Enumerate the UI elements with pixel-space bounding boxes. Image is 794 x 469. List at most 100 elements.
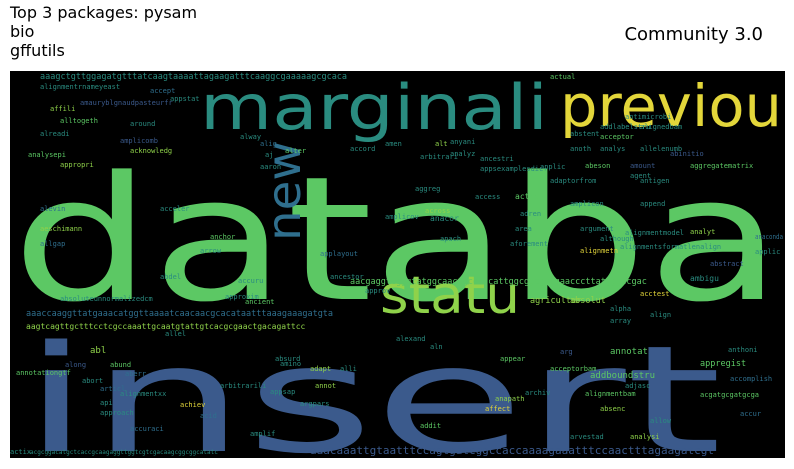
- word-small: archiv: [525, 389, 550, 397]
- word-small: abdel: [160, 273, 181, 281]
- word-small: achiev: [180, 401, 205, 409]
- word-small: analysi: [630, 433, 660, 441]
- word-small: apach: [440, 235, 461, 243]
- word-small: alignmetn: [580, 247, 618, 255]
- word-small: area: [515, 225, 532, 233]
- word-small: alignmentbam: [585, 390, 636, 398]
- word-small: analys: [600, 145, 625, 153]
- word-small: aaaccaaggttatgaaacatggttaaaatcaacaacgcac…: [26, 309, 333, 319]
- word-small: appsap: [270, 388, 295, 396]
- word-small: abinitio: [670, 150, 704, 158]
- word-small: annotat: [610, 347, 648, 357]
- word-small: amauryblgnaudpasteurfr: [80, 99, 173, 107]
- word-small: actix: [10, 448, 31, 456]
- word-small: alt: [435, 140, 448, 148]
- word-small: abeson: [585, 162, 610, 170]
- word-small: anacor: [430, 214, 459, 223]
- word-small: aagtcagttgctttcctcgccaaattgcaatgtattgtca…: [26, 322, 306, 331]
- word-small: affili: [50, 105, 75, 113]
- word-small: allelenumb: [640, 145, 682, 153]
- word-small: adaptorfrom: [550, 177, 596, 185]
- word-small: abund: [110, 361, 131, 369]
- word-small: array: [610, 317, 631, 325]
- word-small: adjasc: [625, 382, 650, 390]
- word-small: action: [515, 192, 544, 201]
- word-small: agricultur: [530, 296, 581, 306]
- word-small: accuru: [238, 277, 263, 285]
- word-small: analysepi: [28, 151, 66, 159]
- word-small: anthoni: [728, 346, 758, 354]
- word-small: amplicomb: [120, 137, 158, 145]
- word-small: arvestad: [570, 433, 604, 441]
- word-small: along: [65, 361, 86, 369]
- word-small: agent: [630, 172, 651, 180]
- word-small: acctest: [640, 290, 670, 298]
- word-small: around: [130, 120, 155, 128]
- word-small: amen: [385, 140, 402, 148]
- word-small: arg: [560, 348, 573, 356]
- word-databa: databa: [12, 139, 782, 340]
- word-small: ancestor: [330, 273, 364, 281]
- title-line-3: gffutils: [10, 41, 65, 60]
- word-small: amino: [280, 360, 301, 368]
- word-small: allel: [165, 330, 186, 338]
- word-small: align: [650, 311, 671, 319]
- word-small: antigen: [640, 177, 670, 185]
- word-small: aeschimann: [40, 225, 82, 233]
- word-small: amplicon: [570, 200, 604, 208]
- word-small: accur: [740, 410, 761, 418]
- word-small: aaacaaattgtaatttccagtgatcggccaccaaaagaaa…: [310, 444, 714, 457]
- word-small: aggreg: [415, 185, 440, 193]
- word-small: adapt: [310, 365, 331, 373]
- word-small: anapath: [495, 395, 525, 403]
- word-small: antimicrobi: [625, 113, 671, 121]
- word-small: argpars: [300, 400, 330, 408]
- word-small: addlabelstru: [600, 123, 651, 131]
- word-small: alpha: [610, 305, 631, 313]
- word-cloud-canvas: databa insert marginali previou statu ne…: [10, 71, 783, 458]
- word-small: accept: [150, 87, 175, 95]
- word-small: alignmentrnameyeast: [40, 83, 120, 91]
- word-small: acceptor: [600, 133, 634, 141]
- small-words: aaagctgttggagatgtttatcaagtaaaattagaagatt…: [10, 72, 783, 457]
- word-small: acgatgcgatgcga: [700, 391, 759, 399]
- word-small: acceler: [160, 205, 190, 213]
- word-small: appstat: [170, 95, 200, 103]
- word-small: aaron: [260, 163, 281, 171]
- word-small: acid: [200, 412, 217, 420]
- word-small: accord: [350, 145, 375, 153]
- word-small: aj: [265, 151, 273, 159]
- word-small: arrow: [200, 247, 222, 255]
- word-small: anchor: [210, 233, 235, 241]
- word-small: annotationgtf: [16, 369, 71, 377]
- word-small: applic: [540, 163, 565, 171]
- word-small: abl: [90, 346, 106, 356]
- community-label: Community 3.0: [624, 24, 763, 45]
- word-small: analyz: [450, 150, 475, 158]
- word-small: acceptorbam: [550, 365, 596, 373]
- word-small: accuraci: [130, 425, 164, 433]
- word-small: appropri: [60, 161, 94, 169]
- word-small: alexand: [396, 335, 426, 343]
- word-marginali: marginali: [200, 71, 548, 144]
- word-small: alter: [285, 147, 306, 155]
- word-small: argument: [580, 225, 614, 233]
- word-small: acgcggacatgctcaccgcaagaggttggtcgtcgacaag…: [30, 449, 218, 456]
- word-small: accomplish: [730, 375, 772, 383]
- word-small: approv: [365, 287, 390, 295]
- word-small: aacgaggtcgggtatggcaaccgccaccattggcggcgcc…: [350, 277, 647, 287]
- word-previou: previou: [560, 72, 782, 140]
- word-small: aln: [430, 343, 443, 351]
- word-small: affect: [485, 405, 510, 413]
- word-small: amplif: [250, 430, 275, 438]
- word-small: alltogeth: [60, 117, 98, 125]
- word-small: allow: [650, 417, 672, 425]
- word-small: across: [425, 207, 450, 215]
- word-small: amplicov: [385, 213, 419, 221]
- word-small: absolut: [570, 296, 606, 306]
- word-small: approach: [100, 409, 134, 417]
- word-small: ancestri: [480, 155, 514, 163]
- word-small: articl: [100, 385, 125, 393]
- title-line-1: Top 3 packages: pysam: [10, 3, 198, 22]
- word-new: new: [257, 141, 311, 241]
